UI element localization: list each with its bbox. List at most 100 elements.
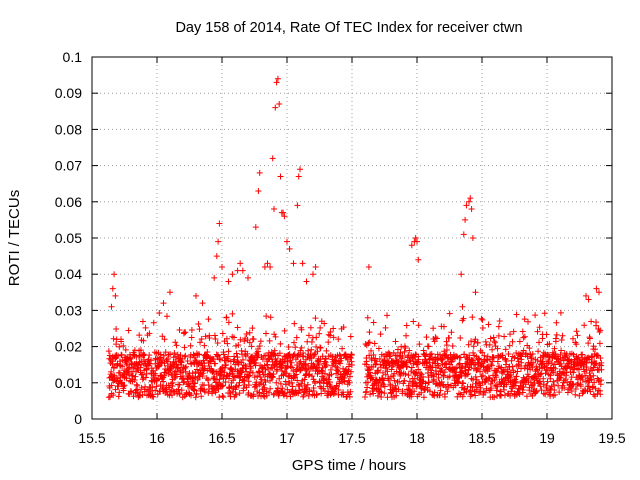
data-point <box>268 364 275 371</box>
data-point <box>326 379 333 386</box>
data-point <box>341 378 348 385</box>
data-point <box>319 364 326 371</box>
data-point <box>205 316 212 323</box>
data-point <box>189 370 196 377</box>
data-point <box>432 334 439 341</box>
data-point <box>235 382 242 389</box>
data-point <box>546 340 553 347</box>
data-point <box>109 285 116 292</box>
data-point <box>171 375 178 382</box>
data-point <box>196 351 203 358</box>
data-point <box>247 369 254 376</box>
data-point <box>256 342 263 349</box>
data-point <box>176 381 183 388</box>
data-point <box>402 345 409 352</box>
data-point <box>458 369 465 376</box>
data-point <box>598 366 605 373</box>
data-point <box>198 393 205 400</box>
data-point <box>366 339 373 346</box>
data-point <box>490 334 497 341</box>
data-point <box>273 79 280 86</box>
data-point <box>571 356 578 363</box>
data-point <box>568 387 575 394</box>
data-point <box>280 371 287 378</box>
data-point <box>105 348 112 355</box>
data-point <box>271 206 277 213</box>
data-point <box>235 342 242 349</box>
data-point <box>395 386 402 393</box>
data-point <box>113 336 120 343</box>
data-point <box>274 366 281 373</box>
data-point <box>411 388 418 395</box>
data-point <box>465 367 472 374</box>
data-point <box>524 318 531 325</box>
data-point <box>392 338 399 345</box>
data-point <box>277 173 284 180</box>
data-point <box>173 342 180 349</box>
data-point <box>426 379 433 386</box>
data-point <box>215 351 222 358</box>
data-point <box>381 357 388 364</box>
data-point <box>546 353 553 360</box>
data-point <box>257 374 264 381</box>
y-tick-labels: 0 0.01 0.02 0.03 0.04 0.05 0.06 0.07 0.08 0.09 0.1 <box>55 49 82 427</box>
data-point <box>294 377 301 384</box>
data-point <box>212 379 219 386</box>
data-point <box>289 383 296 390</box>
data-point <box>115 393 122 400</box>
data-point <box>570 369 577 376</box>
data-point <box>138 361 145 368</box>
data-point <box>297 166 303 173</box>
data-point <box>116 343 123 350</box>
data-point <box>377 388 384 395</box>
data-point <box>374 367 381 374</box>
data-point <box>539 358 546 365</box>
data-point <box>478 373 485 380</box>
data-point <box>159 333 166 340</box>
data-point <box>298 344 305 351</box>
data-point <box>309 373 316 380</box>
data-point <box>252 383 259 390</box>
data-point <box>516 338 523 345</box>
x-tick-label: 19.5 <box>598 430 625 446</box>
data-point <box>468 391 475 398</box>
data-point <box>385 359 392 366</box>
data-point <box>459 368 466 375</box>
data-point <box>303 367 310 374</box>
data-point <box>405 386 412 393</box>
data-point <box>412 235 419 241</box>
data-point <box>558 347 565 354</box>
data-point <box>397 372 404 379</box>
data-point <box>201 388 208 395</box>
data-point <box>598 359 605 366</box>
data-point <box>259 356 266 363</box>
data-point <box>587 373 594 380</box>
data-point <box>211 375 218 382</box>
data-point <box>118 338 125 345</box>
y-tick-label: 0.05 <box>55 230 82 246</box>
data-point <box>585 296 592 303</box>
data-point <box>588 318 595 325</box>
data-point <box>164 355 171 362</box>
data-point <box>113 341 120 348</box>
data-point <box>128 389 135 396</box>
data-point <box>590 372 597 379</box>
data-point <box>267 385 274 392</box>
data-point <box>213 370 220 377</box>
data-point <box>447 361 454 368</box>
data-point <box>401 377 408 384</box>
data-point <box>466 364 473 371</box>
data-point <box>232 384 239 391</box>
data-point <box>444 381 451 388</box>
data-point <box>468 338 475 345</box>
data-point <box>263 330 270 337</box>
data-point <box>596 289 602 296</box>
data-point <box>281 327 288 334</box>
data-point <box>267 314 274 321</box>
data-point <box>521 333 528 340</box>
data-point <box>240 377 247 384</box>
data-point <box>463 371 470 378</box>
data-point <box>557 374 564 381</box>
data-point <box>205 376 212 383</box>
data-point <box>231 334 238 341</box>
